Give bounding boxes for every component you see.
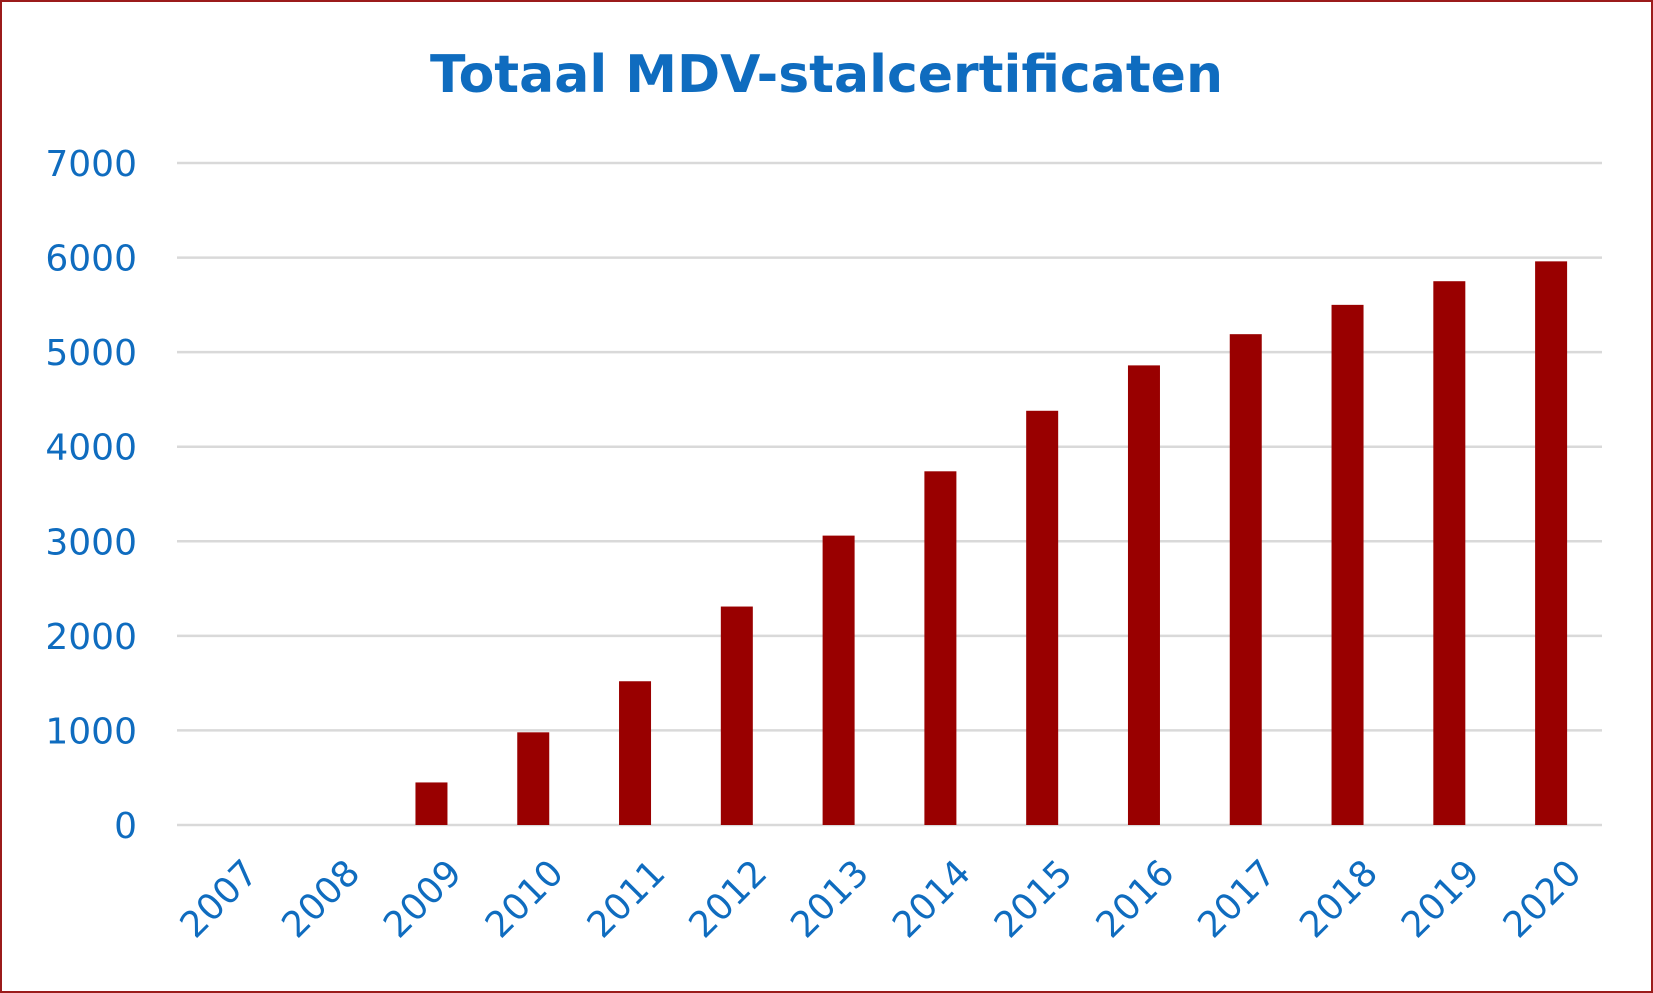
x-tick-label: 2017 [1190,852,1284,946]
x-tick-label: 2014 [885,852,979,946]
bar-2015 [1026,410,1059,825]
x-tick-label: 2007 [173,852,267,946]
x-tick-label: 2016 [1089,852,1183,946]
y-tick-label: 2000 [45,617,137,658]
y-tick-label: 0 [114,806,137,847]
gridlines [177,161,1602,827]
x-tick-label: 2012 [682,852,776,946]
bar-2012 [720,606,753,825]
bar-2020 [1535,261,1568,826]
bar-2017 [1229,334,1262,825]
bar-2016 [1127,365,1160,825]
bar-2014 [924,471,957,825]
x-tick-label: 2018 [1292,852,1386,946]
x-tick-label: 2008 [274,852,368,946]
bar-2013 [822,535,855,825]
x-tick-label: 2011 [580,852,674,946]
y-tick-label: 4000 [45,428,137,469]
y-tick-label: 5000 [45,333,137,374]
bar-2009 [415,782,448,825]
x-tick-label: 2015 [987,852,1081,946]
x-tick-label: 2019 [1394,852,1488,946]
chart-title: Totaal MDV-stalcertificaten [430,45,1223,105]
bar-2018 [1331,304,1364,825]
bar-2011 [619,681,652,825]
y-tick-label: 7000 [45,144,137,185]
x-tick-label: 2020 [1496,852,1590,946]
x-axis-tick-labels: 2007 2008 2009 2010 2011 2012 2013 2014 2015 2016… [173,852,1590,946]
x-tick-label: 2009 [376,852,470,946]
y-tick-label: 6000 [45,239,137,280]
x-tick-label: 2013 [783,852,877,946]
bar-2019 [1433,281,1466,825]
y-axis-tick-labels: 0 1000 2000 3000 4000 5000 6000 7000 [45,144,137,847]
y-tick-label: 1000 [45,711,137,752]
y-tick-label: 3000 [45,522,137,563]
bar-2010 [517,732,550,825]
x-tick-label: 2010 [478,852,572,946]
bars [415,261,1568,826]
